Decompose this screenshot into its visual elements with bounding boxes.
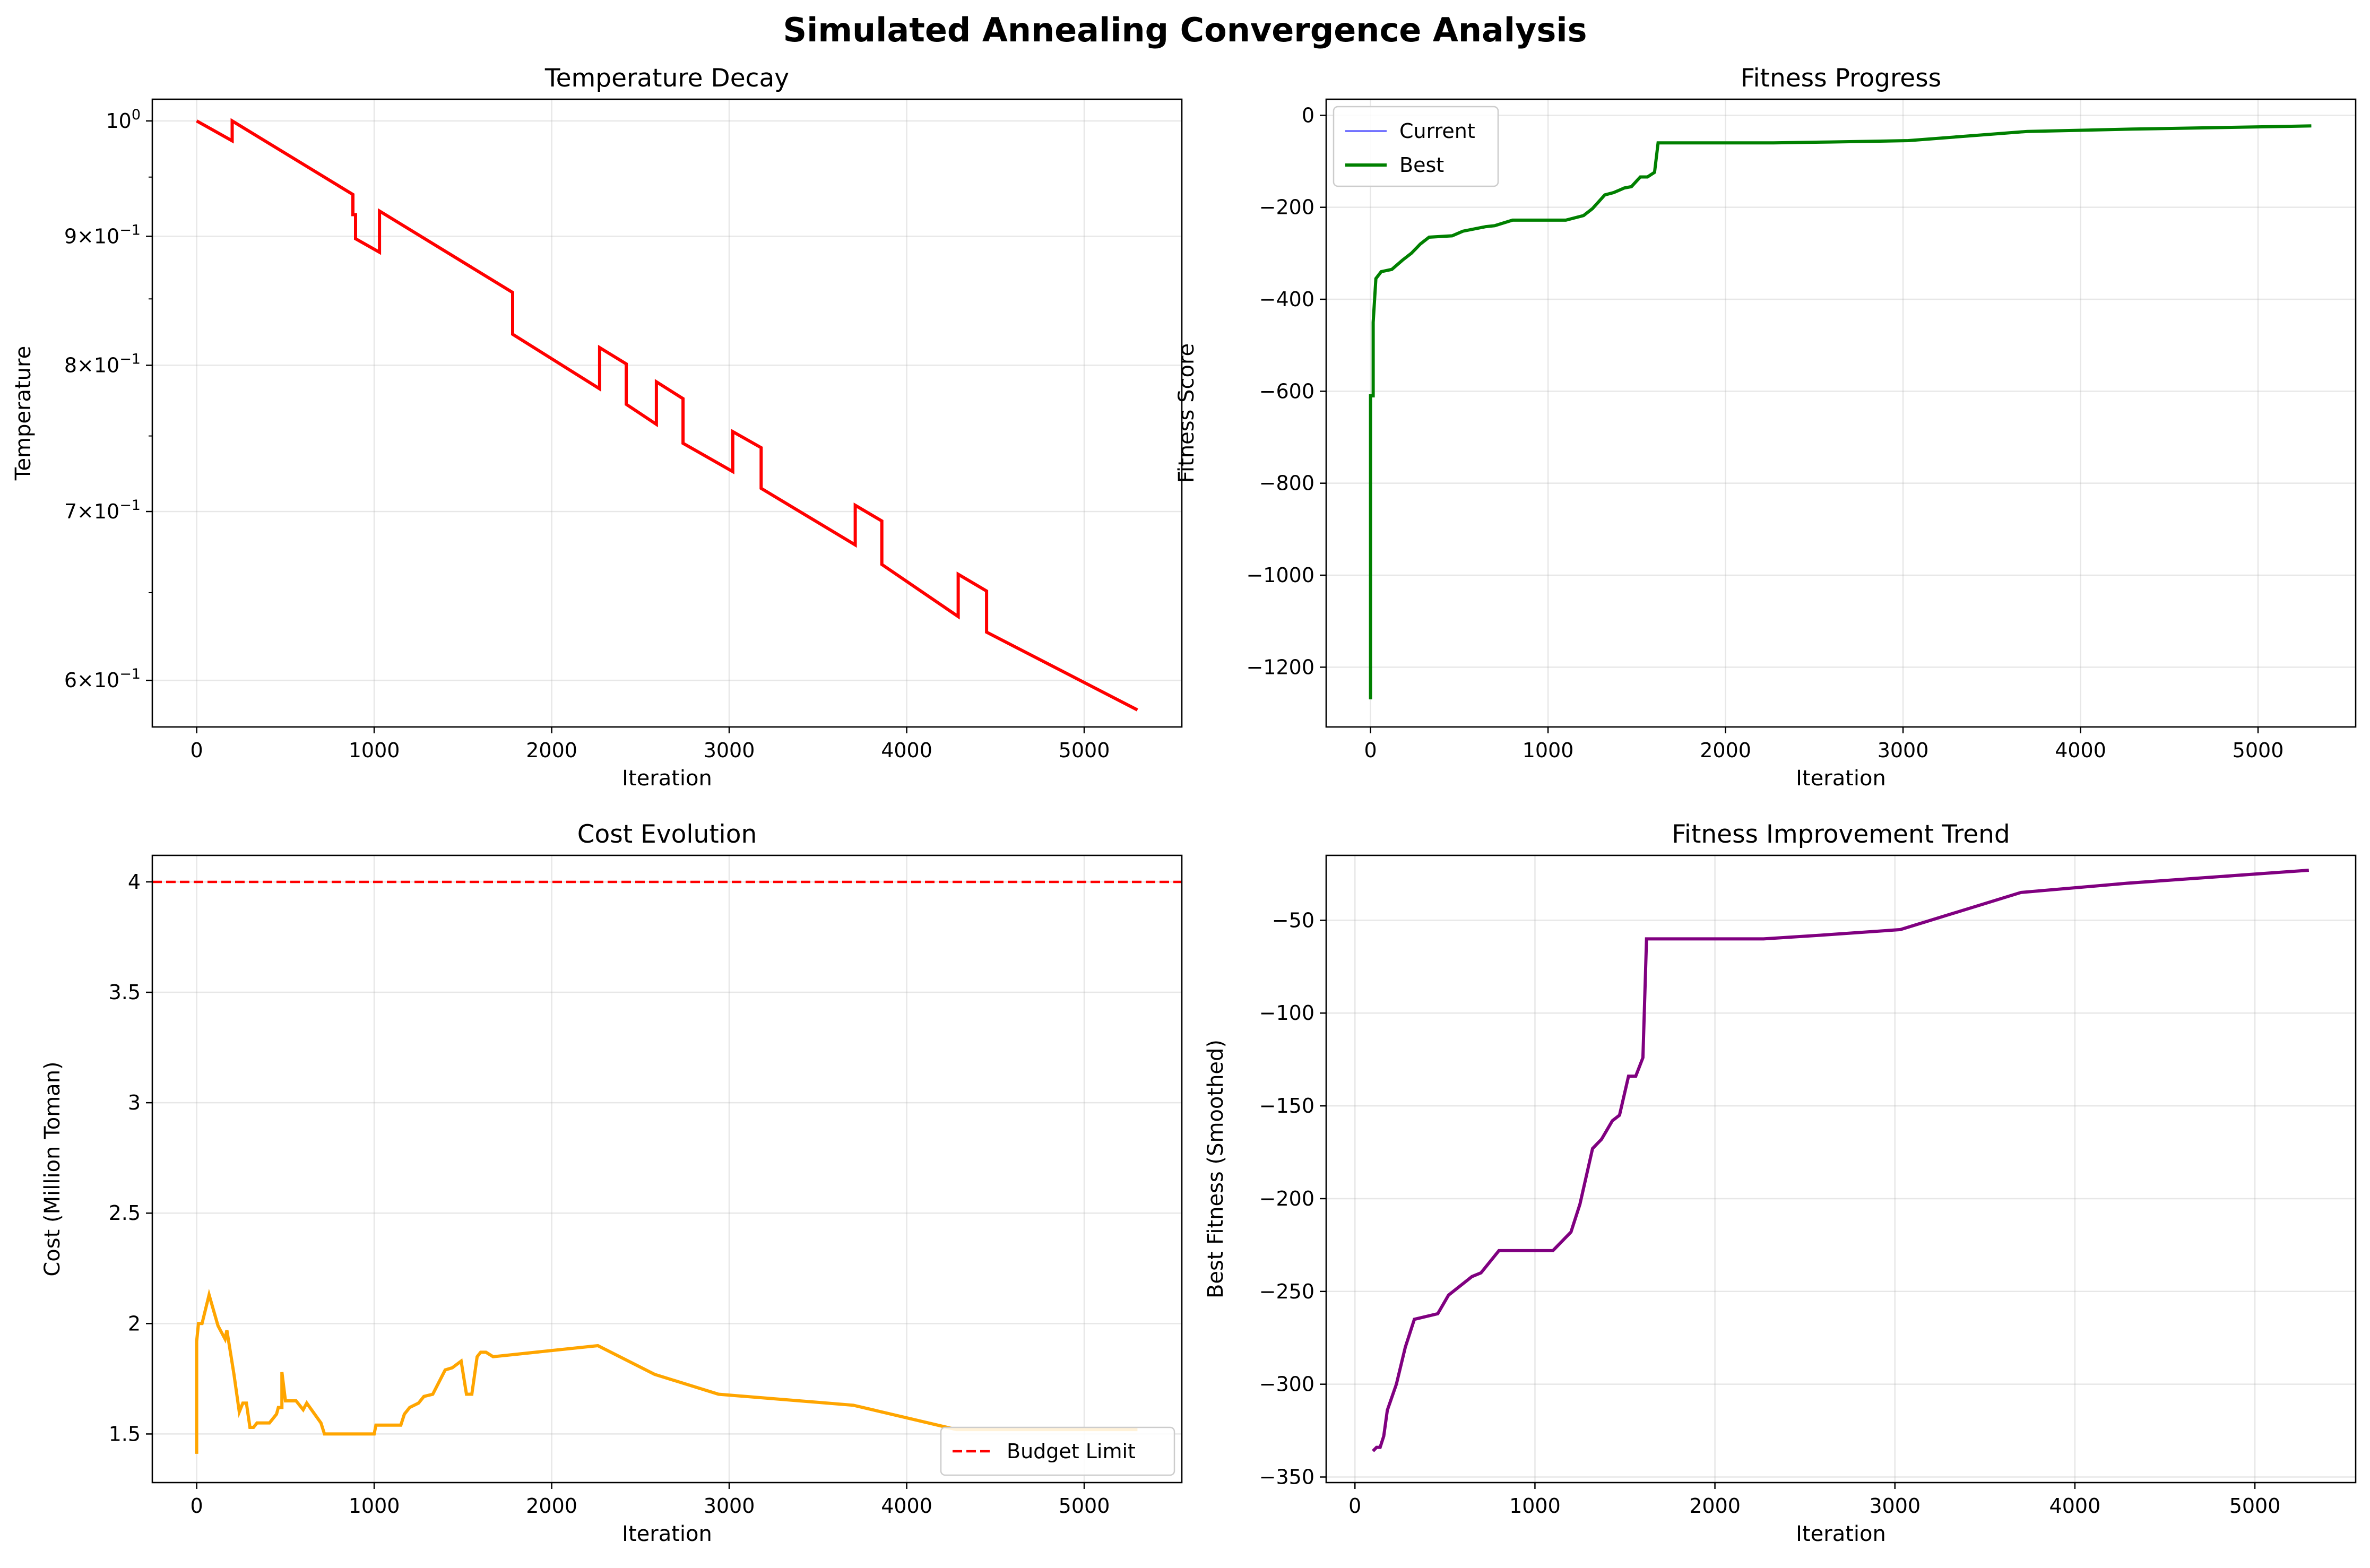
- y-tick-label: −200: [1259, 1187, 1314, 1210]
- current-series-line: [1369, 125, 2312, 699]
- cost-evolution-panel: 0 1000 2000 3000 4000 5000 1.5 2 2.5 3 3.5 4 Cost Ev…: [40, 820, 1183, 1546]
- x-tick-label: 3000: [1869, 1494, 1921, 1518]
- x-tick-label: 0: [1364, 739, 1377, 762]
- x-tick-label: 2000: [1700, 739, 1751, 762]
- x-axis-label: Iteration: [622, 1522, 712, 1546]
- y-tick-label: 2.5: [109, 1201, 141, 1225]
- y-axis-label: Temperature: [11, 346, 36, 481]
- y-tick-label: −350: [1259, 1466, 1314, 1489]
- x-tick-label: 4000: [881, 739, 932, 762]
- legend-label: Current: [1399, 119, 1475, 143]
- cost-series-line: [195, 1288, 1138, 1454]
- panel-title: Fitness Improvement Trend: [1672, 820, 2010, 849]
- y-tick-label: −100: [1259, 1001, 1314, 1025]
- y-tick-label: −600: [1259, 379, 1314, 403]
- x-tick-label: 3000: [704, 739, 755, 762]
- x-tick-label: 5000: [1059, 739, 1110, 762]
- x-tick-label: 0: [1348, 1494, 1361, 1518]
- x-tick-label: 0: [191, 739, 203, 762]
- y-axis-label: Cost (Million Toman): [40, 1061, 65, 1276]
- y-tick-label: 3: [128, 1091, 141, 1114]
- x-tick-label: 1000: [1509, 1494, 1561, 1518]
- x-tick-label: 1000: [349, 739, 400, 762]
- plot-area: [152, 880, 1182, 1454]
- y-tick-label: −150: [1259, 1094, 1314, 1117]
- x-tick-label: 2000: [1689, 1494, 1741, 1518]
- x-tick-label: 1000: [1523, 739, 1574, 762]
- y-tick-label: 3.5: [109, 981, 141, 1004]
- y-tick-label: −1200: [1246, 655, 1314, 679]
- axes-frame: [1325, 854, 2357, 1484]
- trend-series-line: [1372, 869, 2310, 1452]
- fitness-progress-panel: 0 1000 2000 3000 4000 5000 0 −200 −400 −600 −800 −1…: [1174, 64, 2357, 791]
- y-tick-label: −400: [1259, 288, 1314, 311]
- y-tick-label: 4: [128, 870, 141, 894]
- x-tick-label: 4000: [881, 1494, 932, 1518]
- y-tick-label: 2: [128, 1312, 141, 1335]
- x-tick-label: 0: [191, 1494, 203, 1518]
- x-tick-label: 5000: [2229, 1494, 2281, 1518]
- y-tick-label: 9×10−1: [64, 222, 141, 248]
- plot-area: [1369, 124, 2312, 699]
- x-tick-label: 5000: [2233, 739, 2284, 762]
- y-tick-label: −1000: [1246, 564, 1314, 587]
- temperature-decay-panel: 0 1000 2000 3000 4000 5000 100 9×10−1 8×10−1 7×10…: [11, 64, 1183, 791]
- x-tick-label: 4000: [2055, 739, 2106, 762]
- x-tick-label: 2000: [526, 1494, 577, 1518]
- panel-title: Temperature Decay: [544, 64, 789, 93]
- y-tick-label: 8×10−1: [64, 351, 141, 377]
- temperature-series-line: [196, 118, 1138, 712]
- x-tick-label: 4000: [2049, 1494, 2101, 1518]
- legend-label: Budget Limit: [1007, 1440, 1136, 1463]
- x-tick-label: 1000: [349, 1494, 400, 1518]
- y-tick-label: −200: [1259, 196, 1314, 219]
- legend-box: [940, 1426, 1175, 1476]
- x-axis-label: Iteration: [1796, 1522, 1886, 1546]
- y-axis-label: Fitness Score: [1174, 343, 1199, 483]
- x-tick-label: 3000: [1878, 739, 1929, 762]
- y-tick-label: 1.5: [109, 1422, 141, 1445]
- figure-title: Simulated Annealing Convergence Analysis: [783, 11, 1587, 49]
- axes-frame: [151, 98, 1183, 728]
- x-tick-label: 5000: [1059, 1494, 1110, 1518]
- y-tick-label: 6×10−1: [64, 666, 141, 692]
- legend-label: Best: [1399, 153, 1444, 177]
- x-axis-label: Iteration: [1796, 766, 1886, 791]
- y-tick-label: −300: [1259, 1373, 1314, 1396]
- y-tick-label: −250: [1259, 1280, 1314, 1303]
- axes-frame: [1325, 98, 2357, 728]
- axes-frame: [151, 854, 1183, 1484]
- plot-area: [196, 118, 1138, 712]
- plot-area: [1372, 869, 2310, 1452]
- x-tick-label: 3000: [704, 1494, 755, 1518]
- y-tick-label: −50: [1272, 908, 1314, 932]
- y-tick-label: 0: [1302, 103, 1314, 127]
- best-series-line: [1369, 124, 2312, 699]
- fitness-improvement-trend-panel: 0 1000 2000 3000 4000 5000 −50 −100 −150 −200 −250…: [1204, 820, 2357, 1546]
- x-axis-label: Iteration: [622, 766, 712, 791]
- x-tick-label: 2000: [526, 739, 577, 762]
- y-tick-label: 7×10−1: [64, 497, 141, 523]
- panel-title: Fitness Progress: [1741, 64, 1941, 93]
- panel-title: Cost Evolution: [577, 820, 757, 849]
- y-tick-label: 100: [106, 107, 141, 133]
- y-tick-label: −800: [1259, 472, 1314, 495]
- y-axis-label: Best Fitness (Smoothed): [1204, 1039, 1228, 1298]
